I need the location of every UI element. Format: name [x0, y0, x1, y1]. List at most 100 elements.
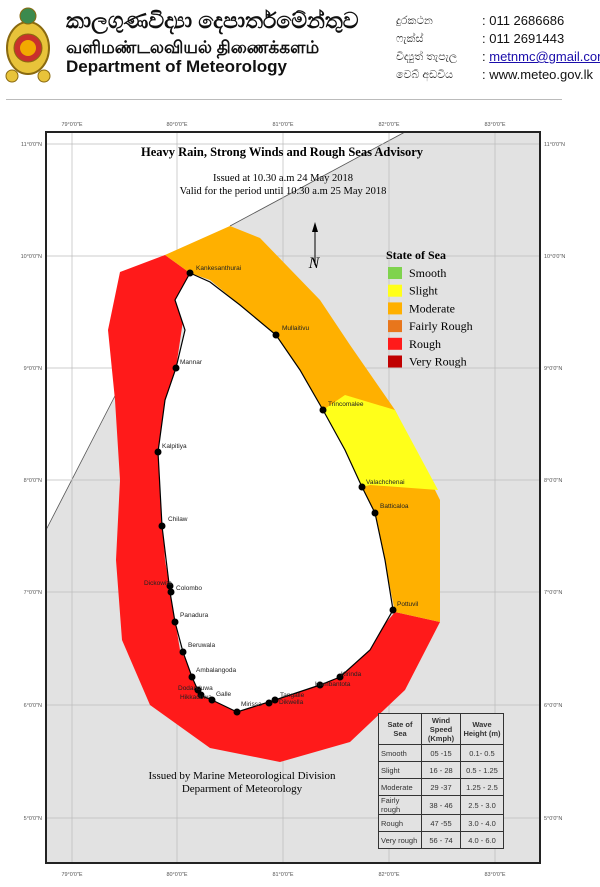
mainland-area [46, 132, 405, 530]
state-cell: Very rough [378, 831, 422, 849]
legend-label: Smooth [409, 266, 446, 280]
city-label: Dickowita [144, 580, 172, 587]
city-label: Valachchenai [366, 479, 405, 486]
city-marker [265, 699, 273, 707]
city-label: Mullaitivu [282, 325, 309, 332]
wave-cell: 3.0 - 4.0 [460, 814, 504, 832]
longitude-label: 81°0'0"E [272, 872, 293, 878]
city-label: Kankesanthurai [196, 265, 241, 272]
latitude-label: 11°0'0"N [544, 142, 565, 148]
wave-cell: 0.1- 0.5 [460, 744, 504, 762]
header-state: Sate of Sea [378, 713, 422, 745]
fax-label: ෆැක්ස් [396, 33, 424, 45]
city-marker [172, 364, 180, 372]
email-label: විද්‍යුත් තැපැල [396, 51, 458, 63]
longitude-label: 79°0'0"E [61, 872, 82, 878]
city-marker [171, 618, 179, 626]
table-header-row: Sate of Sea Wind Speed (Kmph) Wave Heigh… [378, 713, 504, 745]
city-label: Panadura [180, 612, 209, 619]
latitude-label: 8°0'0"N [24, 478, 42, 484]
city-marker [166, 582, 174, 590]
wind-cell: 29 -37 [421, 778, 461, 796]
longitude-label: 82°0'0"E [378, 122, 399, 128]
legend-label: Rough [409, 337, 441, 351]
state-cell: Slight [378, 761, 422, 779]
city-marker [179, 648, 187, 656]
city-label: Kalpitiya [162, 443, 187, 450]
city-marker [188, 673, 196, 681]
boundary-line [229, 131, 406, 227]
city-marker [197, 691, 205, 699]
legend-label: Moderate [409, 301, 455, 315]
coordinate-labels: 79°0'0"E 79°0'0"E 80°0'0"E 80°0'0"E 81°0'0"E… [21, 122, 566, 878]
city-marker [319, 406, 327, 414]
wind-cell: 05 -15 [421, 744, 461, 762]
longitude-label: 83°0'0"E [484, 872, 505, 878]
longitude-label: 80°0'0"E [166, 872, 187, 878]
latitude-label: 10°0'0"N [21, 254, 42, 260]
state-cell: Fairly rough [378, 795, 422, 815]
city-label: Hikkaduwa [180, 694, 212, 701]
latitude-label: 7°0'0"N [544, 590, 562, 596]
wind-cell: 47 -55 [421, 814, 461, 832]
longitude-label: 80°0'0"E [166, 122, 187, 128]
latitude-label: 10°0'0"N [544, 254, 565, 260]
city-marker [316, 681, 324, 689]
city-markers: Kankesanthurai Mullaitivu Mannar Trincomale… [144, 265, 419, 716]
header-wind: Wind Speed (Kmph) [421, 713, 461, 745]
latitude-label: 9°0'0"N [544, 366, 562, 372]
longitude-label: 83°0'0"E [484, 122, 505, 128]
state-cell: Rough [378, 814, 422, 832]
city-label: Beruwala [188, 642, 215, 649]
table-row: Fairly rough 38 - 46 2.5 - 3.0 [378, 795, 504, 815]
table-row: Slight 16 - 28 0.5 - 1.25 [378, 761, 504, 779]
map-title: Heavy Rain, Strong Winds and Rough Seas … [141, 145, 424, 159]
title-tamil: வளிமண்டலவியல் திணைக்களம் [66, 38, 320, 57]
city-label: Ambalangoda [196, 667, 236, 674]
city-label: Dikwella [279, 699, 304, 706]
email-link[interactable]: metnmc@gmail.com [489, 49, 600, 64]
city-label: Kirinda [341, 671, 362, 678]
city-marker [271, 696, 279, 704]
boundary-line [45, 389, 119, 531]
wave-cell: 2.5 - 3.0 [460, 795, 504, 815]
legend-swatch [388, 284, 402, 297]
city-marker [371, 509, 379, 517]
longitude-label: 79°0'0"E [61, 122, 82, 128]
city-label: Mannar [180, 359, 203, 366]
city-label: Tangalle [280, 692, 305, 699]
city-marker [389, 606, 397, 614]
state-cell: Moderate [378, 778, 422, 796]
longitude-label: 82°0'0"E [378, 872, 399, 878]
latitude-label: 8°0'0"N [544, 478, 562, 484]
legend-swatch [388, 320, 402, 333]
latitude-label: 5°0'0"N [544, 816, 562, 822]
city-label: Batticaloa [380, 503, 409, 510]
city-marker [208, 696, 216, 704]
wind-cell: 16 - 28 [421, 761, 461, 779]
legend-label: Slight [409, 284, 438, 298]
sea-state-table: Sate of Sea Wind Speed (Kmph) Wave Heigh… [378, 713, 504, 849]
latitude-label: 6°0'0"N [544, 703, 562, 709]
city-marker [186, 269, 194, 277]
city-marker [358, 483, 366, 491]
city-label: Colombo [176, 585, 202, 592]
website-value: : www.meteo.gov.lk [482, 67, 594, 82]
city-label: Chilaw [168, 516, 188, 523]
wave-cell: 1.25 - 2.5 [460, 778, 504, 796]
city-label: Galle [216, 691, 232, 698]
longitude-label: 81°0'0"E [272, 122, 293, 128]
table-row: Moderate 29 -37 1.25 - 2.5 [378, 778, 504, 796]
title-english: Department of Meteorology [66, 57, 288, 76]
legend-swatch [388, 267, 402, 279]
wind-cell: 56 - 74 [421, 831, 461, 849]
header-wave: Wave Height (m) [460, 713, 504, 745]
state-cell: Smooth [378, 744, 422, 762]
latitude-label: 7°0'0"N [24, 590, 42, 596]
city-marker [167, 588, 175, 596]
latitude-label: 11°0'0"N [21, 142, 42, 148]
footer-division: Issued by Marine Meteorological Division [149, 770, 336, 782]
latitude-label: 9°0'0"N [24, 366, 42, 372]
table-row: Very rough 56 - 74 4.0 - 6.0 [378, 831, 504, 849]
legend-label: Fairly Rough [409, 319, 473, 333]
